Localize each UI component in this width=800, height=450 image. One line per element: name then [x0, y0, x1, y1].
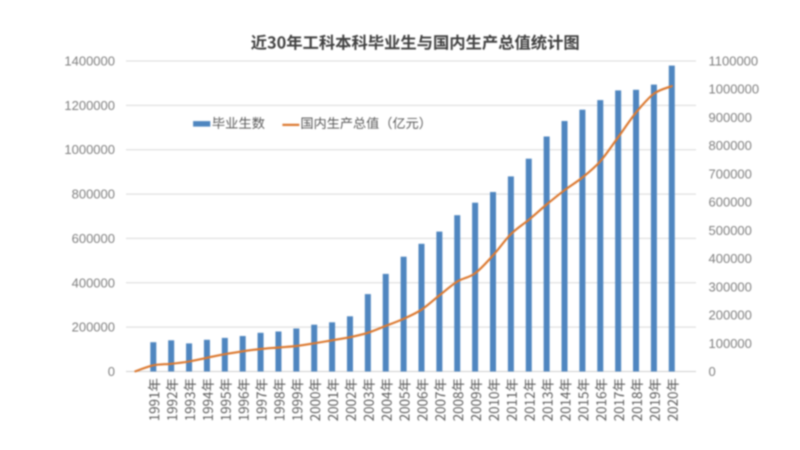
svg-text:300000: 300000 [709, 279, 752, 294]
svg-text:0: 0 [709, 364, 716, 379]
svg-text:500000: 500000 [709, 223, 752, 238]
svg-text:1400000: 1400000 [64, 54, 115, 69]
svg-text:400000: 400000 [72, 275, 115, 290]
svg-text:800000: 800000 [709, 138, 752, 153]
svg-text:900000: 900000 [709, 110, 752, 125]
svg-text:200000: 200000 [709, 308, 752, 323]
svg-text:0: 0 [108, 364, 115, 379]
svg-text:1000000: 1000000 [709, 82, 760, 97]
svg-text:1200000: 1200000 [64, 98, 115, 113]
svg-text:600000: 600000 [72, 231, 115, 246]
svg-text:800000: 800000 [72, 187, 115, 202]
svg-text:100000: 100000 [709, 336, 752, 351]
svg-text:700000: 700000 [709, 166, 752, 181]
svg-text:1000000: 1000000 [64, 142, 115, 157]
svg-text:200000: 200000 [72, 320, 115, 335]
svg-text:600000: 600000 [709, 195, 752, 210]
svg-text:400000: 400000 [709, 251, 752, 266]
svg-text:1100000: 1100000 [709, 54, 759, 69]
